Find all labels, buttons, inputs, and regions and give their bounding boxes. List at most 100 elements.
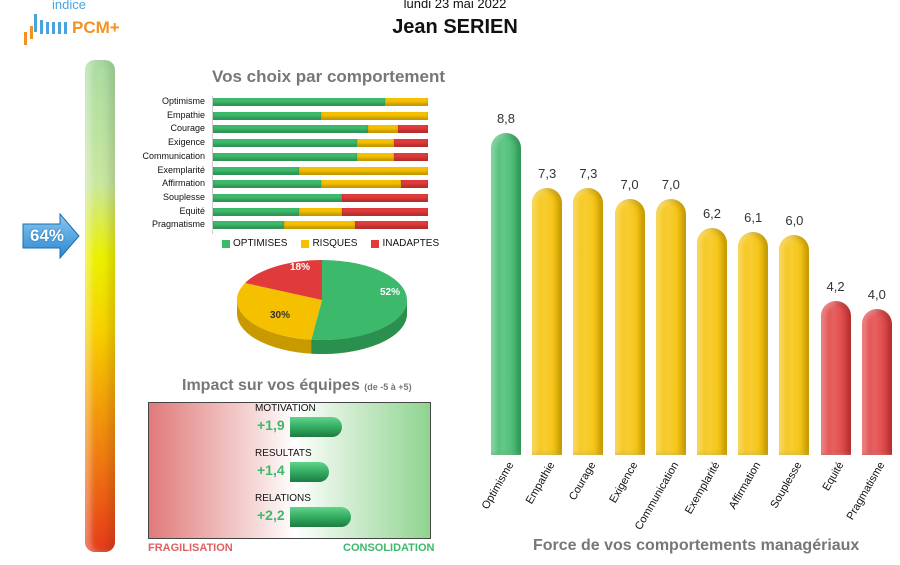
- choices-bar-segment-optimises: [213, 125, 368, 134]
- pie-slice-inadaptes: [245, 260, 322, 300]
- choices-bar-segment-optimises: [213, 221, 284, 230]
- choices-bar-row: [213, 152, 428, 161]
- impact-category-label: RESULTATS: [255, 448, 312, 459]
- pie-data-label: 18%: [290, 262, 310, 273]
- choices-bar-row: [213, 139, 428, 148]
- choices-category-label: Exemplarité: [157, 164, 205, 175]
- choices-bar-segment-optimises: [213, 98, 385, 106]
- fragilisation-label: FRAGILISATION: [148, 542, 233, 554]
- choices-bar-segment-optimises: [213, 180, 321, 189]
- pie-slice-optimises: [311, 260, 407, 340]
- force-bar: [697, 228, 727, 455]
- choices-bar-row: [213, 166, 428, 175]
- impact-panel: [148, 402, 431, 539]
- choices-bar-segment-inadaptes: [354, 221, 428, 230]
- pie-side-green: [311, 300, 407, 354]
- choices-bar-segment-inadaptes: [401, 180, 428, 189]
- choices-category-label: Exigence: [167, 137, 205, 148]
- choices-category-label: Optimisme: [161, 96, 205, 106]
- logo-bars-icon: [24, 14, 67, 45]
- score-gauge: [85, 60, 115, 552]
- force-data-label: 8,8: [496, 110, 516, 126]
- force-data-label: 7,3: [538, 165, 557, 181]
- impact-value: +1,4: [257, 462, 285, 478]
- pie-slice-risques: [237, 282, 322, 340]
- impact-bar: [290, 507, 351, 527]
- choices-bar-segment-inadaptes: [342, 207, 428, 216]
- impact-bar: [290, 462, 329, 482]
- choices-bar-segment-risques: [320, 111, 428, 120]
- choices-legend: OPTIMISES RISQUES INADAPTES: [222, 238, 439, 249]
- choices-bar-segment-risques: [299, 207, 342, 216]
- choices-axis: [212, 96, 213, 234]
- choices-bar-row: [213, 207, 428, 216]
- choices-bar-segment-optimises: [213, 207, 299, 216]
- person-name: Jean SERIEN: [392, 16, 518, 38]
- choices-bar-segment-risques: [357, 152, 394, 161]
- legend-inadaptes: INADAPTES: [371, 238, 439, 249]
- force-bar: [573, 187, 604, 455]
- choices-bar-segment-optimises: [213, 166, 299, 175]
- choices-category-label: Souplesse: [162, 191, 205, 202]
- pie-data-label: 30%: [270, 310, 290, 321]
- gauge-pointer-arrow-icon: [22, 213, 80, 259]
- force-data-label: 7,3: [579, 165, 598, 181]
- force-data-label: 6,0: [785, 213, 804, 229]
- choices-bar-segment-risques: [367, 125, 398, 134]
- choices-bar-segment-inadaptes: [342, 193, 428, 202]
- choices-category-label: Pragmatisme: [151, 219, 205, 230]
- choices-bar-segment-risques: [385, 98, 428, 106]
- choices-bar-segment-risques: [320, 180, 402, 189]
- impact-bar: [290, 417, 343, 437]
- legend-risques: RISQUES: [301, 238, 357, 249]
- impact-title: Impact sur vos équipes (de -5 à +5): [182, 377, 412, 394]
- impact-value: +2,2: [257, 507, 285, 523]
- force-bar: [655, 198, 686, 455]
- choices-bar-segment-risques: [283, 221, 355, 230]
- choices-bar-segment-optimises: [213, 111, 321, 120]
- impact-value: +1,9: [257, 417, 285, 433]
- force-bar: [614, 198, 645, 455]
- choices-bar-segment-optimises: [213, 139, 358, 148]
- choices-category-label: Communication: [142, 150, 205, 161]
- choices-bar-segment-inadaptes: [397, 125, 428, 134]
- choices-bar-row: [213, 98, 428, 106]
- force-title: Force de vos comportements managériaux: [533, 537, 860, 554]
- logo-text: PCM+: [72, 18, 120, 37]
- choices-bar-row: [213, 180, 428, 189]
- choices-bar-row: [213, 125, 428, 134]
- force-data-label: 7,0: [661, 176, 680, 192]
- choices-bar-segment-risques: [357, 139, 394, 148]
- impact-category-label: RELATIONS: [255, 493, 311, 504]
- choices-category-label: Courage: [170, 123, 205, 134]
- force-bar: [738, 231, 769, 455]
- choices-bar-segment-optimises: [213, 152, 358, 161]
- force-bar: [491, 132, 521, 455]
- force-bar: [861, 308, 892, 455]
- force-data-label: 6,2: [702, 206, 722, 222]
- choices-category-label: Empathie: [166, 109, 205, 120]
- force-data-label: 4,0: [867, 286, 886, 302]
- choices-bar-segment-risques: [299, 166, 428, 175]
- choices-bar-segment-optimises: [213, 193, 342, 202]
- choices-pie-chart: 52% 30% 18%: [237, 260, 407, 354]
- force-bar: [532, 187, 563, 455]
- choices-bar-row: [213, 193, 428, 202]
- logo-subtitle: indice: [52, 0, 86, 12]
- report-date: lundi 23 mai 2022: [403, 0, 507, 11]
- choices-bar-segment-inadaptes: [393, 152, 428, 161]
- force-data-label: 4,2: [826, 279, 845, 295]
- force-bar: [779, 235, 810, 455]
- choices-category-label: Equité: [179, 205, 205, 216]
- force-data-label: 7,0: [620, 176, 639, 192]
- pie-data-label: 52%: [380, 287, 400, 298]
- choices-title: Vos choix par comportement: [212, 67, 446, 86]
- consolidation-label: CONSOLIDATION: [343, 542, 435, 554]
- choices-bar-row: [213, 111, 428, 120]
- choices-category-label: Affirmation: [162, 178, 205, 189]
- force-bar: [820, 301, 851, 455]
- choices-bar-segment-inadaptes: [393, 139, 428, 148]
- force-data-label: 6,1: [744, 209, 763, 225]
- choices-bar-row: [213, 221, 428, 230]
- gauge-value: 64%: [29, 226, 65, 245]
